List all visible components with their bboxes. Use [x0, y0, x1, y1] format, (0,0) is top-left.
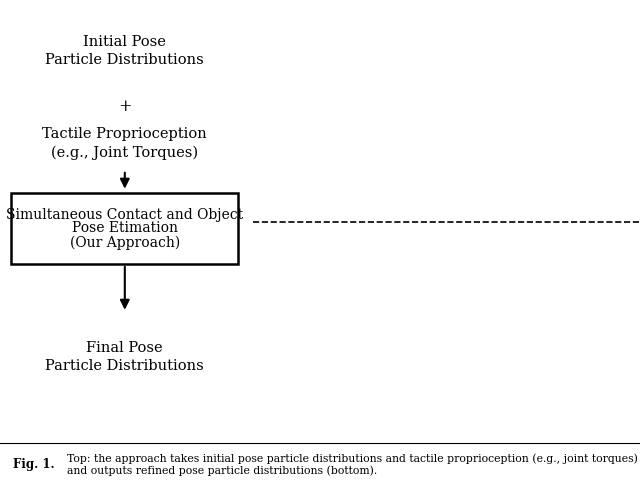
Text: Final Pose
Particle Distributions: Final Pose Particle Distributions: [45, 341, 204, 373]
Text: Tactile Proprioception
(e.g., Joint Torques): Tactile Proprioception (e.g., Joint Torq…: [42, 127, 207, 160]
Text: (Our Approach): (Our Approach): [70, 236, 180, 250]
Text: Simultaneous Contact and Object: Simultaneous Contact and Object: [6, 208, 243, 221]
FancyBboxPatch shape: [12, 193, 239, 264]
Text: Fig. 1.: Fig. 1.: [13, 458, 54, 471]
Text: +: +: [118, 98, 132, 115]
Text: Top: the approach takes initial pose particle distributions and tactile proprioc: Top: the approach takes initial pose par…: [67, 453, 638, 476]
Text: Initial Pose
Particle Distributions: Initial Pose Particle Distributions: [45, 35, 204, 67]
Text: Pose Etimation: Pose Etimation: [72, 221, 178, 235]
